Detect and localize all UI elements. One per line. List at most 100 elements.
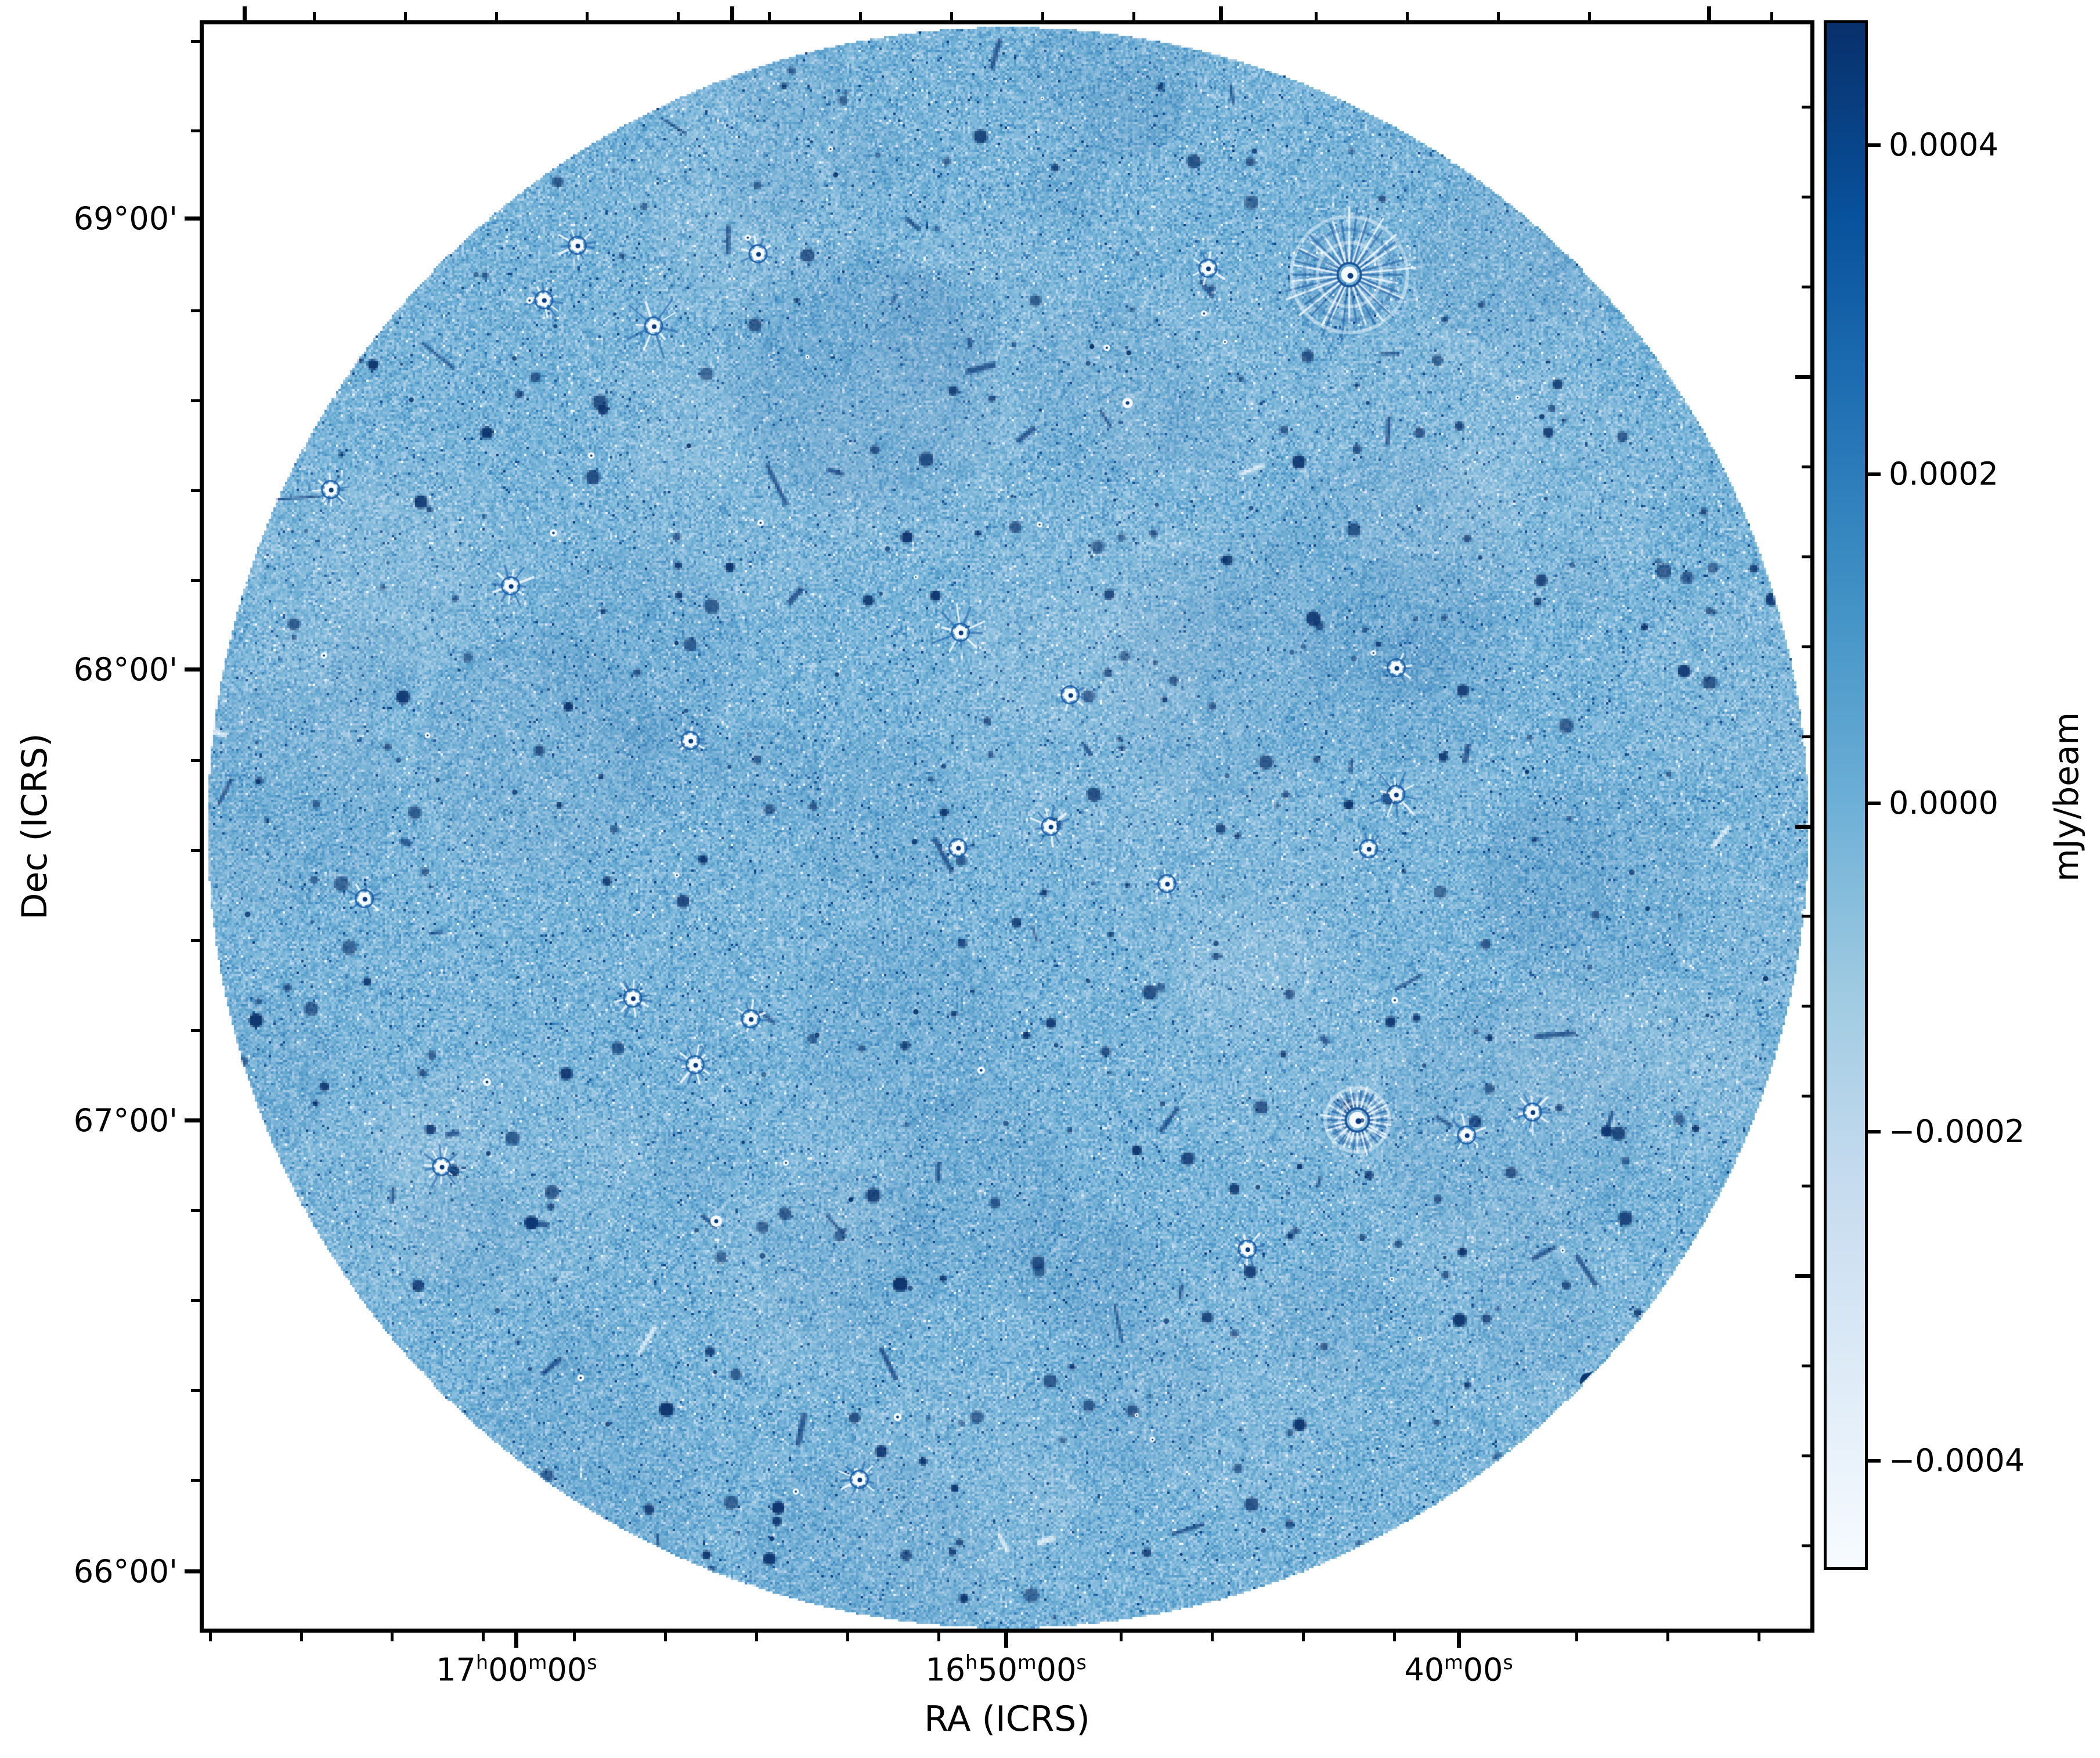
y-major-tick [185, 216, 200, 221]
colorbar-tick-label: 0.0004 [1889, 126, 1998, 163]
colorbar-tick [1868, 1459, 1881, 1463]
ra-value: 16 [925, 1651, 966, 1688]
x-top-minor-tick [1587, 12, 1591, 20]
x-minor-tick [1210, 1633, 1214, 1641]
y-minor-tick [191, 1389, 200, 1392]
x-minor-tick [664, 1633, 667, 1641]
x-top-minor-tick [403, 12, 407, 20]
y-right-minor-tick [1802, 1364, 1810, 1368]
y-minor-tick [191, 309, 200, 313]
x-major-tick [514, 1633, 519, 1648]
x-major-tick [1456, 1633, 1461, 1648]
y-tick-label: 69°00' [73, 200, 178, 237]
ra-value: 00 [488, 1651, 528, 1688]
y-minor-tick [191, 579, 200, 583]
ra-unit-superscript: m [528, 1651, 547, 1674]
x-tick-label: 16h50m00s [925, 1653, 1086, 1685]
x-minor-tick [1575, 1633, 1578, 1641]
colorbar-tick [1868, 1130, 1881, 1134]
x-minor-tick [482, 1633, 485, 1641]
y-right-major-tick [1795, 1274, 1810, 1279]
y-minor-tick [191, 399, 200, 403]
colorbar-tick [1868, 143, 1881, 147]
ra-unit-superscript: h [475, 1651, 489, 1674]
y-minor-tick [191, 1209, 200, 1212]
colorbar-tick-label: 0.0002 [1889, 455, 1998, 492]
y-right-minor-tick [1802, 465, 1810, 468]
x-top-minor-tick [1041, 12, 1045, 20]
x-top-minor-tick [1496, 12, 1500, 20]
x-minor-tick [755, 1633, 759, 1641]
y-axis-title: Dec (ICRS) [15, 733, 55, 920]
x-minor-tick [937, 1633, 941, 1641]
x-top-major-tick [1218, 6, 1223, 20]
y-major-tick [185, 667, 200, 672]
y-right-minor-tick [1802, 555, 1810, 558]
ra-value: 17 [436, 1651, 476, 1688]
x-minor-tick [300, 1633, 303, 1641]
colorbar-tick-label: −0.0004 [1889, 1442, 2025, 1479]
y-right-minor-tick [1802, 1095, 1810, 1098]
x-top-major-tick [243, 6, 247, 20]
x-minor-tick [573, 1633, 576, 1641]
y-right-minor-tick [1802, 105, 1810, 109]
ra-unit-superscript: s [1503, 1651, 1513, 1674]
y-major-tick [185, 1118, 200, 1123]
x-top-minor-tick [495, 12, 498, 20]
sky-image-canvas [204, 24, 1810, 1629]
x-top-minor-tick [677, 12, 680, 20]
colorbar-tick [1868, 472, 1881, 476]
y-right-minor-tick [1802, 1454, 1810, 1458]
x-top-minor-tick [1406, 12, 1409, 20]
ra-unit-superscript: m [1444, 1651, 1463, 1674]
y-right-minor-tick [1802, 1005, 1810, 1008]
x-tick-label: 17h00m00s [436, 1653, 597, 1685]
x-minor-tick [1120, 1633, 1123, 1641]
y-minor-tick [191, 849, 200, 853]
x-tick-label: 40m00s [1404, 1653, 1513, 1685]
x-top-minor-tick [1770, 12, 1773, 20]
y-right-major-tick [1795, 374, 1810, 379]
x-major-tick [1004, 1633, 1008, 1648]
x-axis-title: RA (ICRS) [924, 1699, 1090, 1739]
colorbar-tick-label: −0.0002 [1889, 1113, 2025, 1150]
colorbar-tick [1868, 801, 1881, 805]
y-right-minor-tick [1802, 195, 1810, 198]
colorbar-tick-label: 0.0000 [1889, 784, 1998, 821]
x-top-minor-tick [1132, 12, 1136, 20]
ra-unit-superscript: m [1017, 1651, 1037, 1674]
y-right-minor-tick [1802, 645, 1810, 648]
x-top-minor-tick [859, 12, 863, 20]
ra-unit-superscript: s [587, 1651, 597, 1674]
y-major-tick [185, 1569, 200, 1574]
y-minor-tick [191, 489, 200, 493]
y-right-minor-tick [1802, 285, 1810, 288]
x-top-minor-tick [586, 12, 589, 20]
y-minor-tick [191, 759, 200, 763]
x-top-minor-tick [312, 12, 316, 20]
y-right-minor-tick [1802, 1185, 1810, 1188]
ra-value: 00 [547, 1651, 587, 1688]
ra-unit-superscript: h [965, 1651, 978, 1674]
y-minor-tick [191, 129, 200, 133]
x-top-minor-tick [768, 12, 771, 20]
x-minor-tick [1757, 1633, 1760, 1641]
x-top-major-tick [1707, 6, 1712, 20]
y-tick-label: 67°00' [73, 1102, 178, 1139]
ra-value: 50 [977, 1651, 1017, 1688]
y-right-major-tick [1795, 824, 1810, 829]
x-top-minor-tick [950, 12, 954, 20]
ra-unit-superscript: s [1076, 1651, 1087, 1674]
y-right-minor-tick [1802, 915, 1810, 918]
y-minor-tick [191, 39, 200, 43]
plot-frame [200, 20, 1814, 1633]
x-minor-tick [1301, 1633, 1305, 1641]
y-right-minor-tick [1802, 735, 1810, 738]
colorbar-title: mJy/beam [2047, 712, 2086, 882]
x-minor-tick [391, 1633, 394, 1641]
y-minor-tick [191, 939, 200, 943]
x-minor-tick [1392, 1633, 1396, 1641]
x-top-major-tick [730, 6, 735, 20]
y-right-minor-tick [1802, 1544, 1810, 1548]
ra-value: 40 [1404, 1651, 1445, 1688]
